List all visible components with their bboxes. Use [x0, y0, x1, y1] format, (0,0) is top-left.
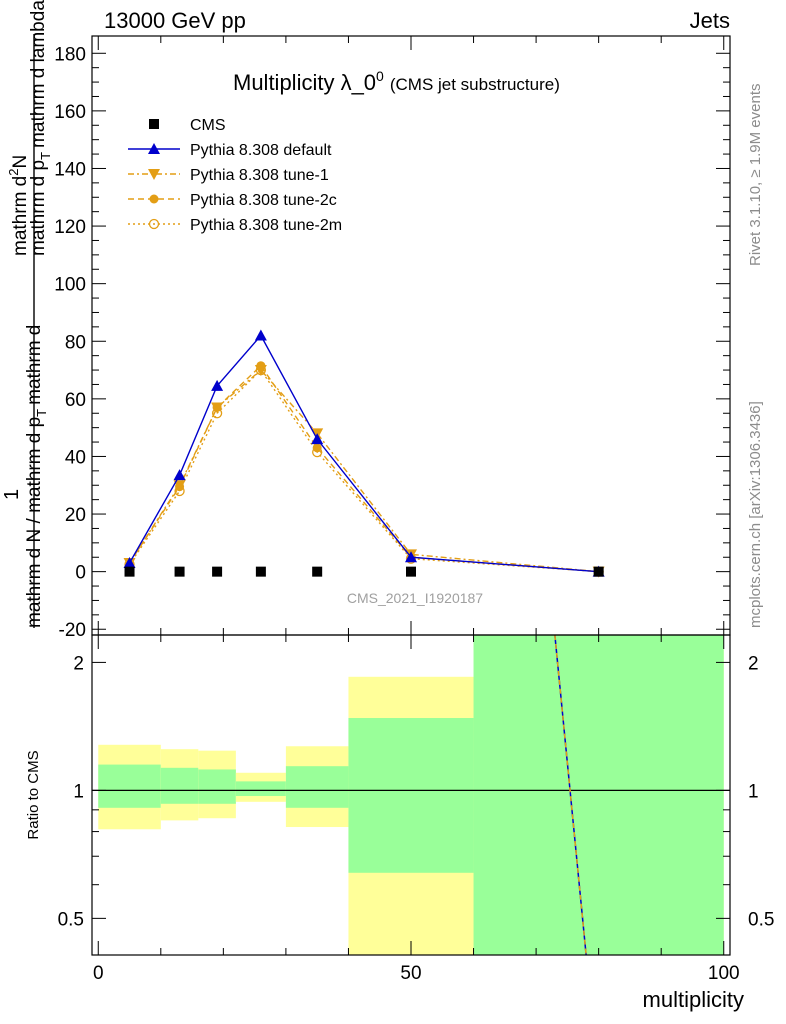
series-pythia-8-308-tune-1-point: [254, 365, 267, 377]
x-axis: 0 50 100: [93, 36, 740, 984]
legend-label: Pythia 8.308 default: [190, 142, 332, 159]
ratio-bands: [98, 635, 724, 955]
legend-marker: [149, 194, 159, 204]
series-pythia-8-308-default-point: [311, 433, 324, 445]
series-cms-point: [312, 566, 323, 577]
ratio-y-tick-label-right: 0.5: [748, 909, 774, 930]
series-pythia-8-308-default-point: [173, 469, 186, 481]
ratio-y-tick-label: 1: [73, 781, 84, 802]
series-cms-point: [255, 566, 266, 577]
main-y-tick-label: 20: [65, 505, 86, 526]
series-pythia-8-308-default-point: [123, 557, 136, 569]
legend-marker: [148, 218, 160, 230]
header-right: Jets: [690, 8, 730, 33]
ratio-band-green-0: [98, 764, 161, 808]
series-cms-point: [174, 566, 185, 577]
ratio-band-green-3: [235, 781, 286, 797]
series-pythia-8-308-tune-1-point: [173, 480, 186, 492]
x-axis-label: multiplicity: [643, 987, 744, 1012]
watermark: CMS_2021_I1920187: [347, 590, 483, 606]
ratio-y-tick-label-right: 1: [748, 781, 759, 802]
ratio-band-green-1: [160, 767, 199, 804]
mcplots-label: mcplots.cern.ch [arXiv:1306.3436]: [747, 401, 764, 628]
legend-marker: [149, 119, 159, 129]
main-y-tick-label: 120: [54, 217, 86, 238]
ratio-band-green-2: [198, 769, 236, 804]
main-y-tick-label: 140: [54, 159, 86, 180]
legend-label: CMS: [190, 117, 226, 134]
ratio-y-label: Ratio to CMS: [25, 750, 42, 839]
x-tick-label: 0: [93, 963, 104, 984]
main-y-tick-label: 60: [65, 390, 86, 411]
series-pythia-8-308-tune-2m-line: [128, 368, 599, 573]
series-pythia-8-308-tune-1-point: [211, 402, 224, 414]
series-pythia-8-308-tune-2c-line: [128, 364, 599, 573]
ratio-y-tick-label: 0.5: [58, 909, 84, 930]
y-label-top: mathrm d2N: [6, 155, 31, 256]
main-y-tick-label: 40: [65, 447, 86, 468]
series-pythia-8-308-default-point: [211, 379, 224, 391]
series-pythia-8-308-tune-1-line: [128, 369, 599, 573]
series-cms-point: [593, 566, 604, 577]
legend-marker: [148, 143, 160, 154]
series-pythia-8-308-default-point: [254, 329, 267, 341]
ratio-y-tick-label: 2: [73, 653, 84, 674]
rivet-label: Rivet 3.1.10, ≥ 1.9M events: [747, 84, 764, 267]
ratio-band-green-6: [473, 635, 724, 955]
series-layer: [123, 329, 605, 578]
legend-label: Pythia 8.308 tune-2c: [190, 192, 337, 209]
ratio-lines: [92, 634, 730, 956]
ratio-y-axis: 0.5 0.5 1 1 2 2: [58, 653, 775, 930]
main-y-axis: -20 0 20 40 60 80 100 120 140 160 180: [54, 44, 730, 641]
main-y-tick-label: 180: [54, 44, 86, 65]
series-pythia-8-308-default-line: [128, 334, 599, 573]
y-label-tail: mathrm d pTmathrm d lambda: [28, 0, 53, 256]
legend-label: Pythia 8.308 tune-2m: [190, 217, 342, 234]
series-pythia-8-308-default-point: [405, 551, 417, 563]
legend-marker: [148, 169, 160, 180]
x-tick-label: 50: [400, 963, 421, 984]
series-pythia-8-308-tune-2c-point: [312, 443, 322, 453]
series-cms-point: [212, 566, 223, 577]
chart-title-main: Multiplicity λ_0: [233, 70, 376, 95]
series-cms-point: [406, 566, 416, 577]
main-y-tick-label: 100: [54, 275, 86, 296]
header-left: 13000 GeV pp: [104, 8, 246, 33]
main-y-tick-label: 0: [75, 563, 86, 584]
main-y-tick-label: -20: [59, 620, 86, 641]
chart-title-sub: (CMS jet substructure): [390, 75, 560, 94]
x-tick-label: 100: [708, 963, 740, 984]
y-label-bottom: mathrm d N / mathrm d pTmathrm d: [24, 325, 49, 628]
legend-label: Pythia 8.308 tune-1: [190, 167, 329, 184]
chart-title: Multiplicity λ_00 (CMS jet substructure): [233, 68, 560, 95]
ratio-band-green-5: [348, 717, 474, 873]
ratio-line-default: [554, 634, 587, 956]
legend: CMS Pythia 8.308 default Pythia 8.308 tune…: [128, 117, 342, 234]
main-frame: [91, 35, 731, 636]
y-axis-label: 1 mathrm d N / mathrm d pTmathrm d mathr…: [1, 0, 53, 628]
chart-title-sup: 0: [376, 68, 384, 84]
main-y-tick-label: 160: [54, 102, 86, 123]
main-y-tick-label: 80: [65, 332, 86, 353]
ratio-band-green-4: [285, 766, 349, 808]
series-cms-point: [124, 566, 135, 577]
y-label-numerator: 1: [1, 489, 23, 500]
ratio-y-tick-label-right: 2: [748, 653, 759, 674]
